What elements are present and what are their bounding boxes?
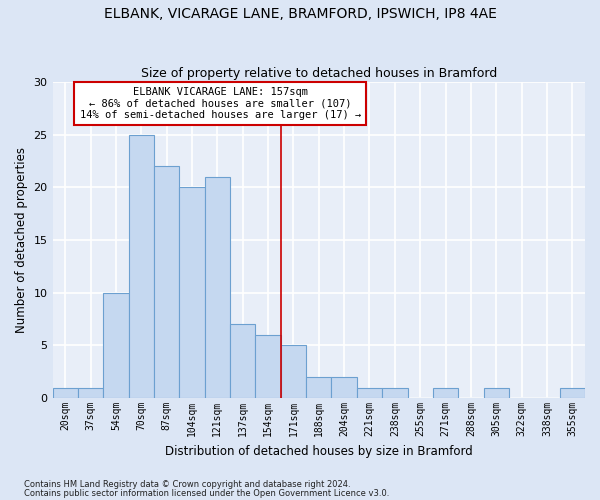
Bar	[331, 377, 357, 398]
Bar	[128, 134, 154, 398]
Bar	[560, 388, 585, 398]
Bar	[382, 388, 407, 398]
X-axis label: Distribution of detached houses by size in Bramford: Distribution of detached houses by size …	[165, 444, 473, 458]
Bar	[78, 388, 103, 398]
Bar	[433, 388, 458, 398]
Bar	[230, 324, 256, 398]
Bar	[484, 388, 509, 398]
Text: ELBANK VICARAGE LANE: 157sqm
← 86% of detached houses are smaller (107)
14% of s: ELBANK VICARAGE LANE: 157sqm ← 86% of de…	[80, 87, 361, 120]
Y-axis label: Number of detached properties: Number of detached properties	[15, 147, 28, 333]
Bar	[53, 388, 78, 398]
Bar	[179, 188, 205, 398]
Bar	[306, 377, 331, 398]
Title: Size of property relative to detached houses in Bramford: Size of property relative to detached ho…	[140, 66, 497, 80]
Bar	[357, 388, 382, 398]
Bar	[256, 335, 281, 398]
Bar	[281, 346, 306, 398]
Bar	[103, 293, 128, 398]
Bar	[205, 177, 230, 398]
Bar	[154, 166, 179, 398]
Text: ELBANK, VICARAGE LANE, BRAMFORD, IPSWICH, IP8 4AE: ELBANK, VICARAGE LANE, BRAMFORD, IPSWICH…	[104, 8, 496, 22]
Text: Contains public sector information licensed under the Open Government Licence v3: Contains public sector information licen…	[24, 488, 389, 498]
Text: Contains HM Land Registry data © Crown copyright and database right 2024.: Contains HM Land Registry data © Crown c…	[24, 480, 350, 489]
